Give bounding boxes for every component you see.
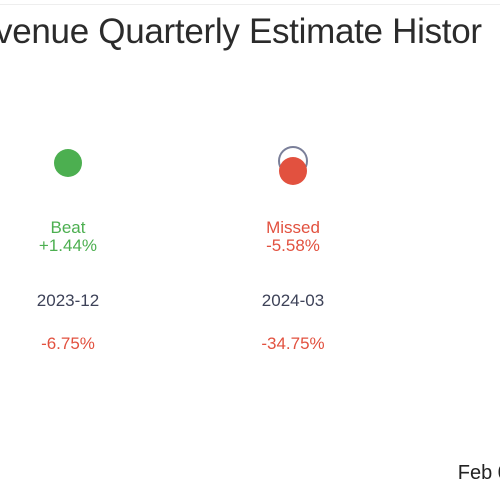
top-divider: [0, 4, 500, 5]
chart-title: venue Quarterly Estimate Histor: [0, 12, 482, 51]
date-label: Feb 03: [457, 462, 500, 484]
actual-marker: [54, 149, 82, 177]
actual-marker: [279, 157, 307, 185]
surprise-value: -5.58%: [266, 236, 320, 255]
period-label: 2024-03: [262, 291, 324, 310]
surprise-value: +1.44%: [39, 236, 97, 255]
price-change-value: -34.75%: [261, 334, 324, 353]
period-label: 2023-12: [37, 291, 99, 310]
outcome-label: Missed: [266, 218, 320, 237]
price-change-value: -6.75%: [41, 334, 95, 353]
outcome-label: Beat: [51, 218, 86, 237]
